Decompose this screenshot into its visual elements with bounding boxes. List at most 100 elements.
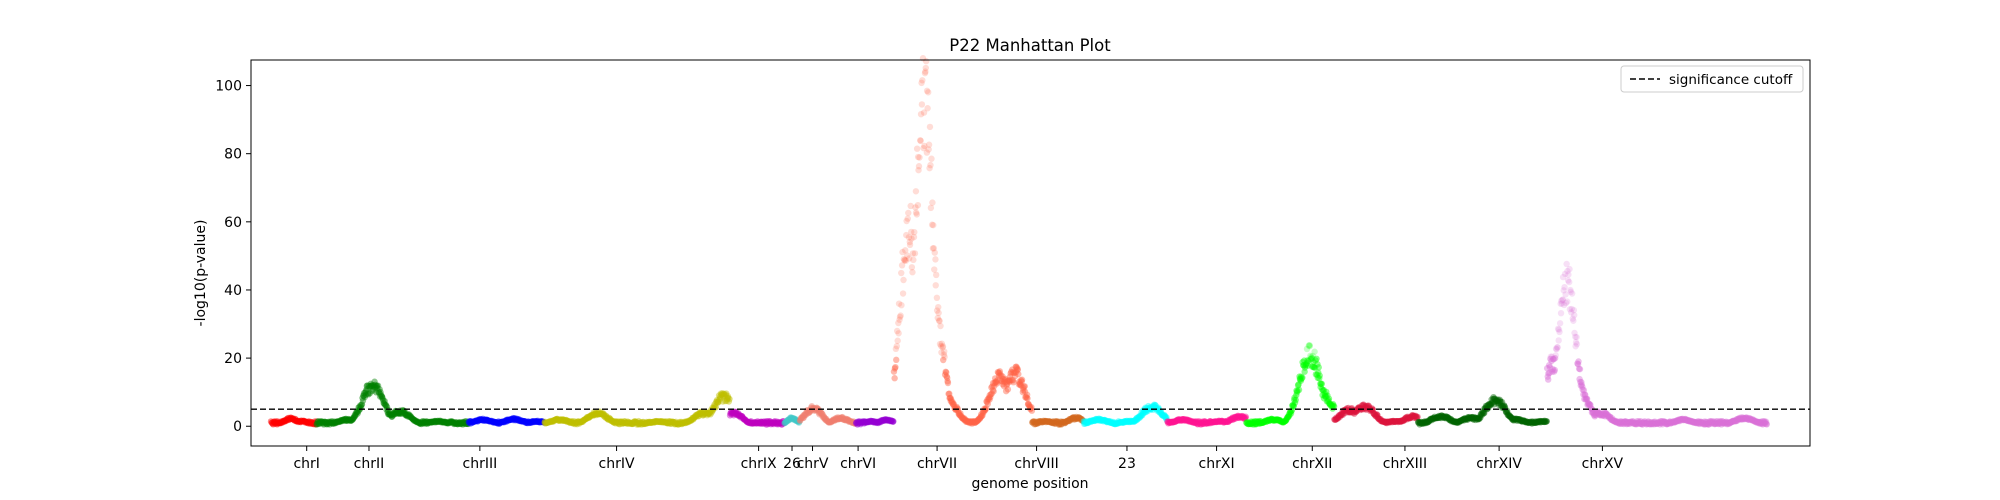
data-point — [677, 420, 684, 427]
data-point — [274, 420, 281, 427]
data-point — [475, 417, 483, 424]
data-point — [662, 418, 670, 425]
y-tick-label: 20 — [224, 351, 242, 367]
data-point — [1573, 333, 1580, 341]
data-point — [496, 420, 503, 427]
data-point — [608, 417, 616, 424]
data-point — [312, 421, 320, 428]
data-point — [533, 418, 541, 425]
data-point — [467, 418, 475, 425]
data-point — [587, 412, 595, 419]
data-point — [672, 418, 680, 426]
data-point — [350, 414, 357, 422]
data-point — [299, 418, 306, 425]
y-tick-label: 0 — [233, 419, 242, 435]
data-point — [360, 392, 367, 400]
data-point — [542, 420, 549, 427]
data-point — [366, 390, 374, 397]
data-point — [463, 420, 471, 428]
data-point — [716, 393, 724, 401]
data-point — [913, 145, 921, 152]
data-point — [704, 410, 712, 417]
y-axis-label: -log10(p-value) — [193, 220, 209, 327]
data-point — [700, 410, 707, 418]
data-point — [471, 418, 478, 425]
data-point — [381, 401, 389, 409]
data-point — [932, 271, 940, 279]
data-point — [427, 419, 435, 426]
data-point — [590, 412, 597, 419]
data-point — [549, 418, 557, 425]
data-point — [645, 419, 653, 427]
data-point — [337, 417, 344, 425]
data-point — [895, 330, 902, 337]
data-point — [416, 420, 424, 427]
data-point — [429, 418, 437, 426]
data-point — [321, 418, 328, 425]
data-point — [491, 418, 498, 426]
data-point — [439, 419, 447, 426]
data-point — [702, 409, 709, 416]
data-point — [593, 410, 601, 417]
data-point — [452, 418, 459, 426]
data-point — [335, 418, 342, 426]
data-point — [679, 419, 686, 426]
data-point — [437, 418, 444, 425]
data-point — [460, 420, 467, 427]
data-point — [637, 419, 644, 426]
data-point — [484, 417, 491, 424]
data-point — [326, 419, 334, 426]
data-point — [536, 419, 544, 426]
data-point — [457, 420, 464, 428]
x-tick-label-chrI: chrI — [293, 456, 319, 472]
data-point — [295, 417, 303, 425]
data-point — [453, 420, 460, 427]
data-point — [301, 417, 308, 425]
x-axis-label: genome position — [971, 476, 1088, 492]
data-point — [519, 418, 526, 425]
data-point — [577, 418, 585, 426]
data-point — [438, 418, 445, 425]
data-point — [563, 417, 571, 424]
data-point — [622, 419, 630, 426]
data-point — [675, 419, 683, 426]
data-point — [626, 419, 633, 426]
data-point — [345, 416, 353, 424]
data-point — [421, 418, 428, 426]
data-point — [897, 312, 904, 319]
data-point — [335, 418, 343, 425]
data-point — [535, 418, 543, 425]
data-point — [444, 419, 451, 426]
data-point — [699, 409, 706, 417]
data-point — [364, 382, 371, 389]
data-point — [667, 418, 674, 425]
data-point — [517, 417, 524, 425]
data-point — [629, 420, 636, 427]
data-point — [543, 419, 551, 427]
data-point — [522, 418, 529, 425]
data-point — [1318, 380, 1326, 388]
data-point — [661, 418, 669, 425]
x-tick-label-chrXV: chrXV — [1582, 456, 1624, 472]
data-point — [630, 419, 637, 426]
data-point — [482, 416, 489, 423]
data-point — [283, 416, 290, 423]
data-point — [639, 418, 646, 426]
data-point — [723, 395, 731, 403]
data-point — [571, 419, 578, 426]
x-tick-label-chrXII: chrXII — [1292, 456, 1332, 472]
data-point — [574, 418, 582, 425]
data-point — [388, 413, 395, 420]
data-point — [1573, 340, 1581, 348]
data-point — [625, 420, 632, 427]
data-point — [464, 420, 472, 428]
data-point — [640, 420, 648, 428]
data-point — [394, 410, 402, 417]
x-tick-label-chrIII: chrIII — [463, 456, 498, 472]
data-point — [610, 419, 617, 426]
data-point — [693, 412, 700, 419]
data-point — [419, 417, 426, 425]
data-point — [383, 402, 390, 409]
data-point — [668, 419, 676, 427]
data-point — [447, 418, 454, 426]
